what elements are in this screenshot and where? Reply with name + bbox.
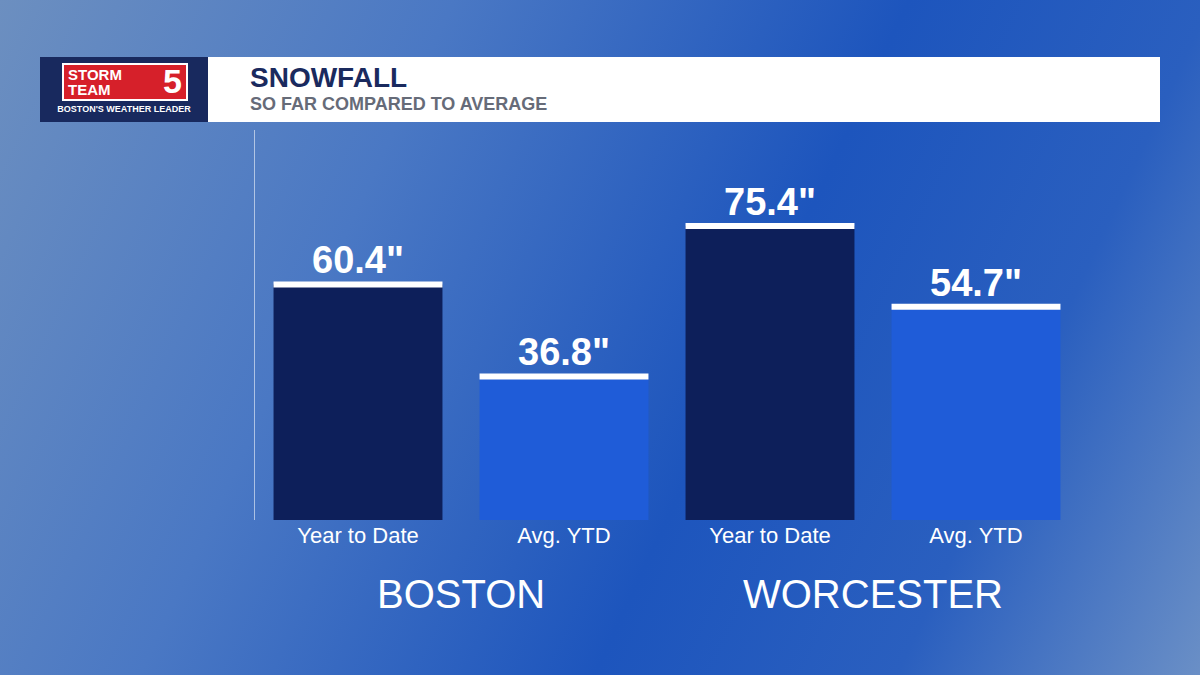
html-text:5: 5 xyxy=(163,62,182,100)
svg-text:Year to Date: Year to Date xyxy=(709,523,831,548)
svg-text:Avg. YTD: Avg. YTD xyxy=(929,523,1022,548)
html-text:SO FAR COMPARED TO AVERAGE: SO FAR COMPARED TO AVERAGE xyxy=(250,94,548,114)
svg-text:BOSTON: BOSTON xyxy=(377,572,545,616)
svg-text:60.4": 60.4" xyxy=(312,239,404,281)
svg-text:75.4": 75.4" xyxy=(724,181,816,223)
html-text:SNOWFALL: SNOWFALL xyxy=(250,62,408,93)
svg-text:Year to Date: Year to Date xyxy=(297,523,419,548)
html-text:STORM TEAM: STORM TEAM xyxy=(68,66,122,98)
svg-text:36.8": 36.8" xyxy=(518,331,610,373)
svg-text:WORCESTER: WORCESTER xyxy=(743,572,1003,616)
svg-text:Avg. YTD: Avg. YTD xyxy=(517,523,610,548)
html-text:BOSTON'S WEATHER LEADER: BOSTON'S WEATHER LEADER xyxy=(57,104,191,114)
svg-text:54.7": 54.7" xyxy=(930,262,1022,304)
